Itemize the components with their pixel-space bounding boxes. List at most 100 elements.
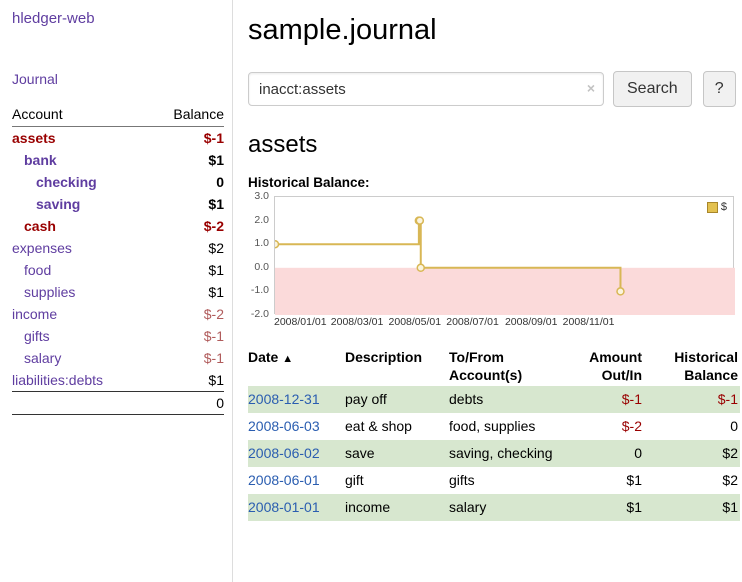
- register-balance-cell: $-1: [717, 391, 738, 407]
- account-balance: $2: [208, 240, 224, 256]
- date-link[interactable]: 2008-06-03: [248, 418, 320, 434]
- legend-label: $: [720, 201, 727, 213]
- account-balance: $-1: [203, 350, 224, 366]
- register-date-cell: 2008-01-01: [248, 494, 345, 521]
- account-link[interactable]: cash: [24, 218, 56, 234]
- y-tick-label: 1.0: [254, 237, 269, 250]
- account-name-cell: liabilities:debts: [12, 369, 148, 392]
- historical-balance-chart: 3.0 2.0 1.0 0.0 -1.0 -2.0 $ 2008/01/01 2008/03…: [248, 190, 736, 332]
- register-header-amount: Amount Out/In: [589, 349, 642, 383]
- legend-swatch-icon: [706, 201, 718, 213]
- account-balance: 0: [216, 174, 224, 190]
- chart-y-axis: 3.0 2.0 1.0 0.0 -1.0 -2.0: [248, 190, 271, 320]
- account-name-cell: income: [12, 303, 148, 325]
- date-link[interactable]: 2008-01-01: [248, 499, 320, 515]
- main-content: sample.journal × Search ? assets Histori…: [233, 0, 742, 582]
- chart-plot-area: $: [274, 196, 735, 315]
- x-tick-label: 2008/03/01: [330, 316, 384, 328]
- account-balance: $-2: [203, 306, 224, 322]
- account-link[interactable]: income: [12, 306, 58, 322]
- register-header-date-label: Date: [248, 349, 279, 365]
- sidebar: hledger-web Journal Account Balance asse…: [0, 0, 233, 582]
- sidebar-item-journal[interactable]: Journal: [12, 71, 58, 87]
- account-balance: $1: [208, 372, 224, 388]
- y-tick-label: 2.0: [254, 213, 269, 226]
- y-tick-label: 3.0: [254, 190, 269, 202]
- account-link[interactable]: checking: [36, 174, 97, 190]
- register-amount-cell: $1: [626, 499, 642, 515]
- accounts-total-spacer: [12, 391, 149, 415]
- account-balance: $-1: [203, 130, 224, 146]
- account-link[interactable]: assets: [12, 130, 56, 146]
- y-tick-label: -1.0: [250, 284, 269, 297]
- register-accounts-cell: salary: [449, 499, 487, 515]
- register-header-date[interactable]: Date ▲: [248, 346, 345, 386]
- account-link[interactable]: bank: [24, 152, 57, 168]
- account-link[interactable]: liabilities:debts: [12, 372, 104, 388]
- accounts-header-row: Account Balance: [12, 103, 224, 127]
- account-link[interactable]: supplies: [24, 284, 76, 300]
- page-title: sample.journal: [248, 14, 437, 46]
- register-header-description: Description: [345, 349, 423, 365]
- register-row: 2008-06-02 save saving, checking 0 $2: [248, 440, 740, 467]
- account-link[interactable]: food: [24, 262, 52, 278]
- account-name-cell: bank: [12, 149, 148, 171]
- search-box: ×: [248, 72, 604, 106]
- account-row: assets $-1: [12, 127, 224, 150]
- register-balance-cell: $2: [722, 445, 738, 461]
- account-row: gifts $-1: [12, 325, 224, 347]
- date-link[interactable]: 2008-06-01: [248, 472, 320, 488]
- register-description-cell: gift: [345, 472, 364, 488]
- register-accounts-cell: saving, checking: [449, 445, 553, 461]
- date-link[interactable]: 2008-12-31: [248, 391, 320, 407]
- account-name-cell: checking: [12, 171, 148, 193]
- register-header-row: Date ▲ Description To/From Account(s) Am…: [248, 346, 740, 386]
- account-balance: $1: [208, 262, 224, 278]
- x-tick-label: 2008/01/01: [274, 316, 327, 328]
- date-link[interactable]: 2008-06-02: [248, 445, 320, 461]
- account-name-cell: saving: [12, 193, 148, 215]
- account-name-cell: cash: [12, 215, 148, 237]
- accounts-total-row: 0: [12, 391, 224, 415]
- x-tick-label: 2008/11/01: [562, 316, 615, 328]
- register-accounts-cell: gifts: [449, 472, 475, 488]
- account-row: income $-2: [12, 303, 224, 325]
- app-title-link[interactable]: hledger-web: [12, 10, 95, 27]
- register-row: 2008-01-01 income salary $1 $1: [248, 494, 740, 521]
- register-balance-cell: $2: [722, 472, 738, 488]
- account-name-cell: supplies: [12, 281, 148, 303]
- register-date-cell: 2008-12-31: [248, 386, 345, 413]
- account-name-cell: gifts: [12, 325, 148, 347]
- account-balance: $1: [208, 152, 224, 168]
- x-tick-label: 2008/05/01: [388, 316, 442, 328]
- sort-asc-icon: ▲: [282, 353, 294, 365]
- register-row: 2008-06-01 gift gifts $1 $2: [248, 467, 740, 494]
- account-name-cell: expenses: [12, 237, 148, 259]
- register-balance-cell: 0: [730, 418, 738, 434]
- register-amount-cell: $-2: [621, 418, 642, 434]
- chart-title: Historical Balance:: [248, 175, 370, 190]
- accounts-total: 0: [148, 391, 224, 415]
- account-row: checking 0: [12, 171, 224, 193]
- account-row: supplies $1: [12, 281, 224, 303]
- register-amount-cell: $-1: [621, 391, 642, 407]
- account-link[interactable]: expenses: [12, 240, 72, 256]
- chart-x-axis: 2008/01/01 2008/03/01 2008/05/01 2008/07/01…: [274, 316, 734, 332]
- search-button[interactable]: Search: [613, 71, 692, 107]
- register-description-cell: save: [345, 445, 375, 461]
- register-accounts-cell: food, supplies: [449, 418, 536, 434]
- register-header-balance: Historical Balance: [674, 349, 738, 383]
- y-tick-label: -2.0: [250, 308, 269, 320]
- register-accounts-cell: debts: [449, 391, 484, 407]
- help-button[interactable]: ?: [702, 71, 736, 107]
- register-header-accounts: To/From Account(s): [449, 349, 523, 383]
- register-balance-cell: $1: [722, 499, 738, 515]
- search-bar: × Search ?: [248, 71, 740, 107]
- account-link[interactable]: saving: [36, 196, 81, 212]
- register-description-cell: pay off: [345, 391, 387, 407]
- account-link[interactable]: gifts: [24, 328, 50, 344]
- clear-search-icon[interactable]: ×: [586, 80, 595, 96]
- account-link[interactable]: salary: [24, 350, 62, 366]
- search-input[interactable]: [248, 72, 604, 106]
